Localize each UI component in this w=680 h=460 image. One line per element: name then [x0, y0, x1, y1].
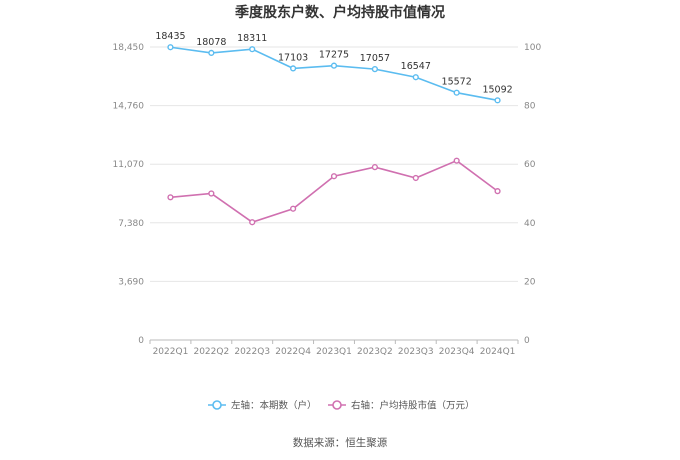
x-tick-label: 2022Q2	[193, 347, 229, 357]
series-point-1	[330, 62, 338, 69]
data-label: 15572	[442, 77, 472, 88]
series-line-2	[170, 159, 499, 224]
series-point-2	[371, 164, 378, 171]
series-point-1	[167, 44, 174, 51]
x-tick-label: 2022Q1	[153, 347, 189, 357]
legend-marker-2	[332, 400, 342, 410]
series-point-2	[249, 219, 256, 226]
x-tick-label: 2022Q4	[275, 347, 311, 357]
chart-title: 季度股东户数、户均持股市值情况	[234, 4, 445, 21]
legend-marker-1	[212, 400, 222, 410]
right-tick-label: 0	[524, 336, 530, 346]
left-tick-label: 14,760	[113, 102, 145, 112]
series-point-2	[208, 190, 215, 197]
legend-label-2: 右轴：户均持股市值（万元）	[351, 400, 475, 412]
data-label: 18435	[155, 31, 185, 42]
x-tick-label: 2023Q3	[398, 347, 434, 357]
right-tick-label: 60	[524, 160, 536, 170]
left-tick-label: 11,070	[113, 160, 145, 170]
series-point-1	[290, 65, 297, 72]
series-point-2	[290, 205, 297, 212]
right-tick-label: 40	[524, 219, 536, 229]
right-tick-label: 80	[524, 102, 536, 112]
left-tick-label: 7,380	[118, 219, 144, 229]
right-tick-label: 20	[524, 277, 536, 287]
series-point-1	[208, 49, 215, 57]
series-layer	[167, 44, 501, 226]
source-note: 数据来源：恒生聚源	[293, 436, 388, 449]
series-point-2	[494, 188, 501, 195]
series-point-1	[453, 89, 460, 96]
x-tick-label: 2022Q3	[234, 347, 270, 357]
x-tick-label: 2023Q4	[439, 347, 475, 357]
x-tick-label: 2023Q1	[316, 347, 352, 357]
series-point-2	[412, 174, 419, 182]
x-tick-label: 2023Q2	[357, 347, 393, 357]
data-label: 18078	[196, 37, 226, 48]
x-tick-label: 2024Q1	[480, 347, 516, 357]
legend-label-1: 左轴：本期数（户）	[231, 400, 317, 412]
data-label: 17103	[278, 52, 308, 63]
data-label: 16547	[401, 61, 431, 72]
series-point-1	[494, 97, 501, 104]
data-labels: 18435 18078 18311 17103 17275 17057 16547 15572…	[155, 31, 512, 95]
left-tick-label: 3,690	[118, 277, 144, 287]
series-point-1	[371, 66, 378, 73]
legend: 左轴：本期数（户） 右轴：户均持股市值（万元）	[208, 400, 475, 412]
series-point-2	[167, 194, 174, 201]
data-label: 15092	[482, 84, 512, 95]
grid	[150, 46, 518, 282]
series-point-1	[249, 46, 256, 53]
series-point-2	[330, 173, 338, 180]
data-label: 17275	[319, 50, 349, 61]
left-tick-label: 0	[138, 336, 144, 346]
right-tick-label: 100	[524, 43, 541, 53]
series-point-1	[412, 74, 419, 81]
series-point-2	[453, 157, 460, 164]
axes: 0 3,690 7,380 11,070 14,760 18,450 0 20 40 60 80 10…	[113, 43, 542, 357]
data-label: 17057	[360, 53, 390, 64]
data-label: 18311	[237, 33, 267, 44]
left-tick-label: 18,450	[113, 43, 145, 53]
